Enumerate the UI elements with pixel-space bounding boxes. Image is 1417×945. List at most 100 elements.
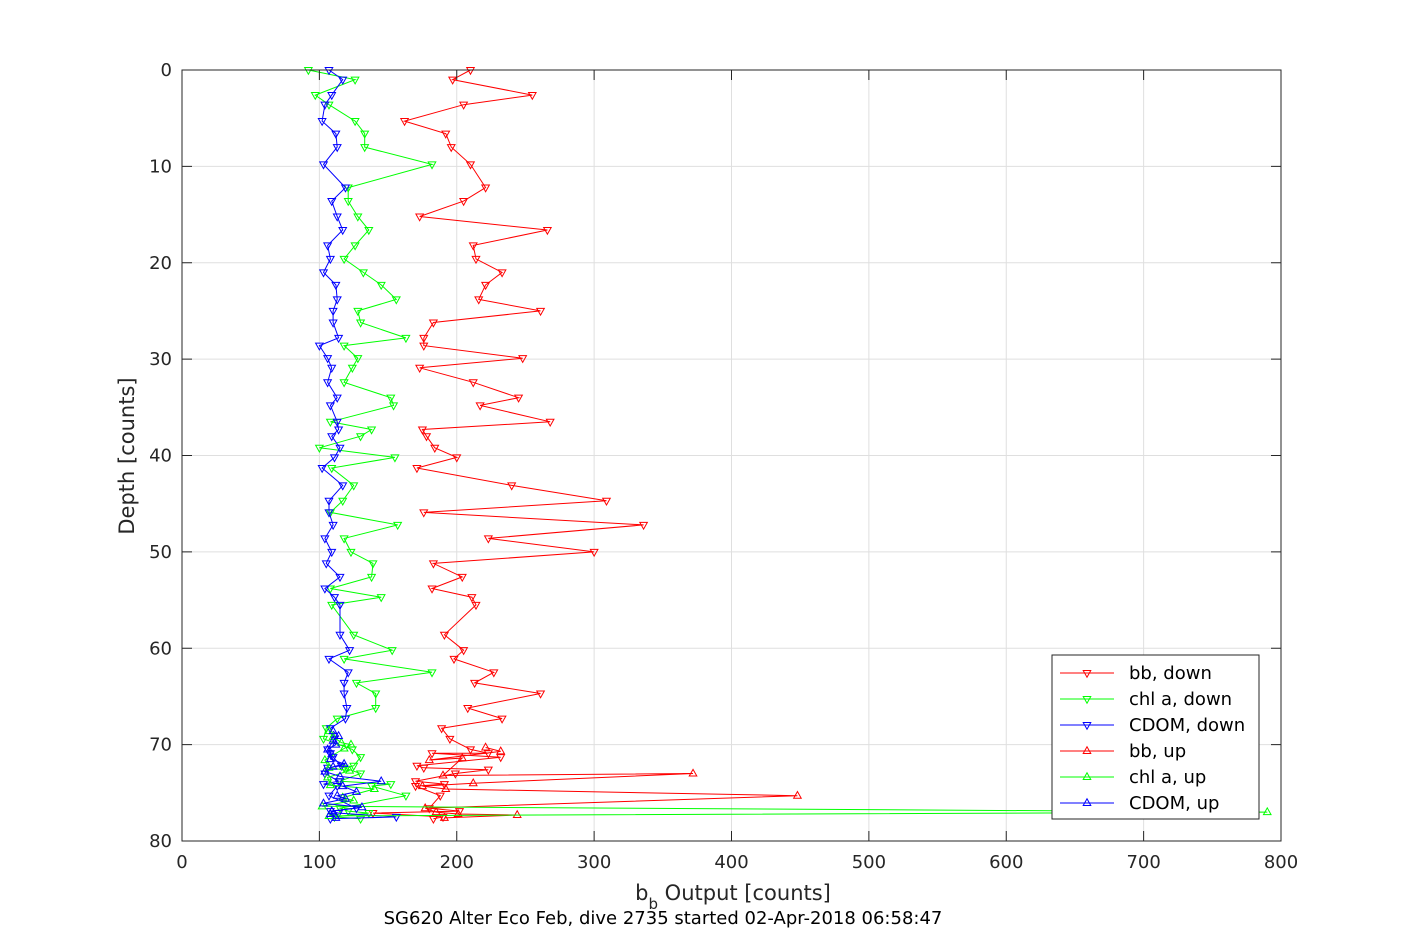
data-point [353,355,363,364]
data-point [338,76,348,85]
y-tick-label: 50 [149,542,172,563]
data-point [427,669,437,678]
y-tick-label: 30 [149,349,172,370]
legend-marker [1082,771,1092,781]
data-point [338,497,348,507]
x-tick-label: 300 [577,852,611,873]
legend-marker [1082,745,1092,755]
legend-label: chl a, down [1129,689,1232,710]
data-point [457,573,467,583]
data-point [475,402,485,411]
data-point [329,454,340,463]
data-point [327,749,337,758]
data-point [338,780,348,790]
data-point [328,735,338,744]
data-point [463,704,473,714]
data-point [339,535,349,544]
data-point [340,715,351,724]
data-point [419,342,429,351]
data-point [391,813,401,823]
x-tick-label: 700 [1126,852,1160,873]
data-point [535,307,546,317]
data-point [324,792,334,801]
data-point [447,76,458,85]
data-point [364,226,374,236]
data-point [417,426,428,435]
data-point [445,735,455,745]
data-point [427,585,437,594]
x-axis-label-rest: Output [counts] [658,881,831,905]
data-point [589,548,599,558]
data-point [480,184,491,193]
data-point [317,465,327,474]
data-point [428,560,439,569]
legend-label: bb, down [1129,663,1212,684]
data-point [320,535,330,544]
data-point [601,497,612,507]
data-point [349,631,359,640]
data-point [318,161,329,170]
data-point [355,319,366,328]
x-tick-label: 200 [440,852,474,873]
legend-label: bb, up [1129,741,1186,762]
data-point [339,379,349,388]
data-point [483,535,493,544]
legend-label: CDOM, up [1129,793,1219,814]
data-point [324,655,334,665]
data-point [496,754,506,763]
data-point [355,770,366,779]
data-point [527,92,537,101]
data-point [435,792,445,801]
data-point [368,560,378,569]
x-tick-label: 800 [1264,852,1298,873]
series-layer [303,66,1272,825]
data-point [332,394,342,403]
data-point [343,198,353,207]
data-point [513,394,524,403]
data-point [471,255,481,265]
data-point [320,101,330,110]
figure-caption: SG620 Alter Eco Feb, dive 2735 started 0… [384,908,943,929]
y-tick-label: 40 [149,446,172,467]
series-bb-down [368,66,649,825]
data-point [318,735,329,745]
data-point [458,101,469,110]
data-point [431,806,441,816]
data-point [327,198,337,207]
data-point [325,402,335,411]
data-point [328,725,338,735]
data-point [386,394,396,403]
data-point [366,426,377,435]
data-point [327,433,337,442]
ticks: 0 100 200 300 400 500 600 700 800 0 10 20 30 40 50 60 70… [149,60,1298,873]
data-point [454,808,465,817]
data-point [322,355,333,364]
data-point [325,779,335,789]
x-tick-label: 500 [852,852,886,873]
x-tick-label: 400 [714,852,748,873]
data-point [318,781,329,790]
data-point [421,433,432,442]
data-point [468,379,478,388]
data-point [483,766,493,775]
data-point [401,334,411,344]
legend-entry: chl a, up [1060,767,1206,788]
data-point [410,783,421,792]
data-point [339,679,349,689]
data-point [353,307,363,317]
data-point [496,746,506,755]
data-point [1262,806,1272,816]
series-line [318,69,397,820]
data-point [350,242,360,251]
data-point [507,482,517,491]
data-point [412,465,422,474]
x-tick-label: 0 [176,852,187,873]
data-point [317,118,327,127]
data-point [349,482,359,491]
data-point [465,161,476,170]
data-point [430,444,440,454]
data-point [453,808,463,818]
data-point [458,198,469,207]
y-axis-label: Depth [counts] [115,377,139,534]
data-point [333,730,344,739]
